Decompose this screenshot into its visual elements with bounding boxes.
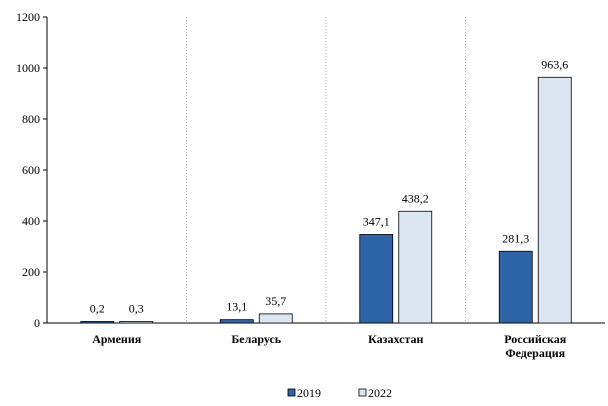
grid-lines (186, 17, 466, 323)
data-label: 963,6 (541, 57, 568, 71)
data-label: 0,3 (129, 302, 144, 316)
data-label: 35,7 (265, 294, 286, 308)
data-label: 0,2 (90, 302, 105, 316)
y-axis-ticks: 0 200 400 600 800 1000 1200 (16, 10, 47, 330)
bar-2019 (359, 234, 394, 324)
category-label: Армения (92, 332, 141, 346)
data-label: 438,2 (402, 191, 429, 205)
y-tick-label: 600 (22, 163, 40, 177)
y-tick-label: 0 (34, 316, 40, 330)
legend-label: 2019 (297, 386, 321, 400)
data-label: 281,3 (502, 231, 529, 245)
bar-2022 (398, 210, 433, 324)
data-label: 347,1 (363, 214, 390, 228)
y-tick-label: 400 (22, 214, 40, 228)
y-tick-label: 1000 (16, 61, 40, 75)
category-label: Казахстан (368, 332, 423, 346)
bar-2019 (80, 321, 115, 324)
y-tick-label: 800 (22, 112, 40, 126)
category-label: Федерация (505, 346, 565, 360)
y-tick-label: 200 (22, 265, 40, 279)
bar-2019 (219, 319, 254, 324)
bar-2022 (258, 313, 293, 324)
bar-2019 (498, 250, 533, 324)
data-labels: 0,2 0,3 13,1 35,7 347,1 438,2 281,3 963,6 (90, 57, 569, 315)
bar-2022 (119, 321, 154, 324)
category-label: Беларусь (231, 332, 281, 346)
data-label: 13,1 (226, 300, 247, 314)
legend-swatch-2022 (358, 388, 367, 397)
legend: 2019 2022 (287, 386, 392, 400)
y-tick-label: 1200 (16, 10, 40, 24)
legend-label: 2022 (368, 386, 392, 400)
bars (80, 76, 572, 324)
bar-2022 (537, 76, 572, 324)
category-labels: Армения Беларусь Казахстан РоссийскаяФедера… (92, 332, 567, 360)
legend-swatch-2019 (287, 388, 296, 397)
category-label: Российская (504, 332, 567, 346)
